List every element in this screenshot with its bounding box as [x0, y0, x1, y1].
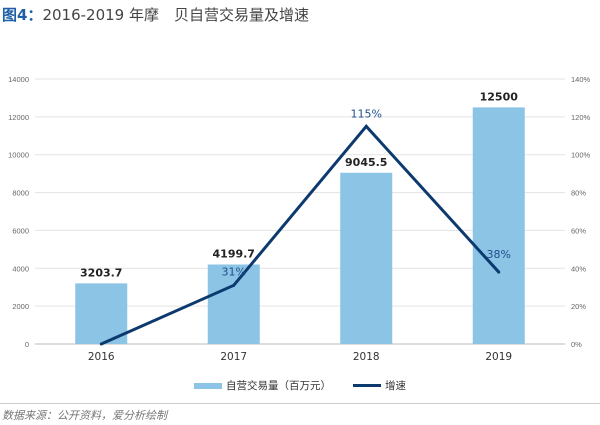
- legend-bar-swatch: [194, 382, 222, 389]
- y-right-tick-label: 60%: [571, 226, 586, 235]
- bar-data-label: 4199.7: [213, 248, 255, 261]
- growth-data-label: 38%: [487, 248, 511, 261]
- bar: [340, 172, 393, 344]
- x-tick-label: 2017: [220, 351, 247, 363]
- bar: [472, 107, 525, 345]
- y-left-tick-label: 6000: [12, 226, 29, 235]
- y-left-tick-label: 12000: [8, 113, 29, 122]
- y-left-tick-label: 0: [25, 340, 29, 349]
- legend: 自营交易量（百万元） 增速: [0, 378, 600, 393]
- y-right-tick-label: 20%: [571, 302, 586, 311]
- y-right-tick-label: 100%: [571, 151, 591, 160]
- y-right-tick-label: 120%: [571, 113, 591, 122]
- y-right-tick-label: 40%: [571, 264, 586, 273]
- title-text: 2016-2019 年摩 贝自营交易量及增速: [42, 6, 309, 24]
- growth-point: [99, 342, 103, 346]
- bar-data-label: 9045.5: [345, 156, 387, 169]
- legend-line-label: 增速: [385, 380, 406, 392]
- y-left-tick-label: 8000: [12, 189, 29, 198]
- y-left-tick-label: 4000: [12, 264, 29, 273]
- legend-line-swatch: [353, 384, 381, 387]
- divider: [0, 403, 600, 404]
- growth-point: [232, 283, 236, 287]
- bar: [207, 264, 260, 344]
- y-left-tick-label: 10000: [8, 151, 29, 160]
- x-tick-label: 2018: [353, 351, 380, 363]
- legend-bar-label: 自营交易量（百万元）: [226, 380, 331, 392]
- growth-point: [364, 124, 368, 128]
- figure-label: 图4：: [2, 6, 43, 24]
- bar-data-label: 12500: [480, 90, 519, 103]
- x-tick-label: 2019: [485, 351, 512, 363]
- y-left-tick-label: 14000: [8, 75, 29, 84]
- y-right-tick-label: 140%: [571, 75, 591, 84]
- growth-data-label: 31%: [222, 265, 246, 278]
- bar-data-label: 3203.7: [80, 266, 122, 279]
- y-right-tick-label: 80%: [571, 189, 586, 198]
- chart-title: 图4：2016-2019 年摩 贝自营交易量及增速: [2, 4, 309, 25]
- source-note: 数据来源：公开资料，爱分析绘制: [2, 409, 167, 422]
- growth-line: [100, 124, 500, 346]
- y-left-tick-label: 2000: [12, 302, 29, 311]
- growth-data-label: 115%: [351, 107, 382, 120]
- bar: [75, 283, 128, 344]
- growth-point: [497, 270, 501, 274]
- x-tick-label: 2016: [88, 351, 115, 363]
- y-right-tick-label: 0%: [571, 340, 582, 349]
